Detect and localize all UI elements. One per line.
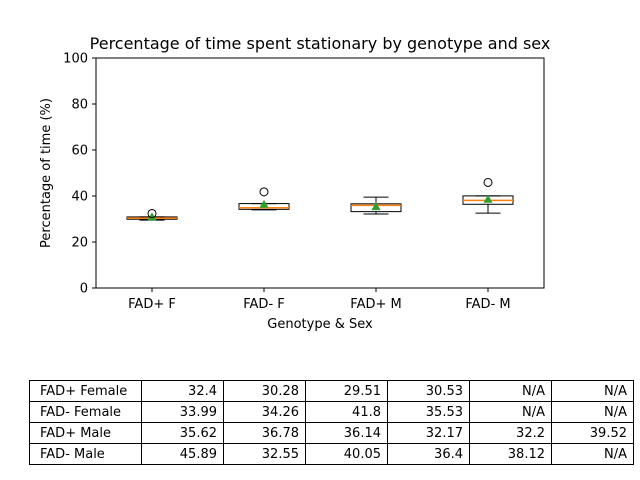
table-cell: N/A: [469, 380, 552, 402]
x-axis: FAD+ F FAD- F FAD+ M FAD- M: [128, 288, 511, 312]
y-tick-label: 0: [80, 282, 88, 297]
table-cell: N/A: [469, 401, 552, 423]
box-series: [126, 177, 514, 221]
box-2: [238, 187, 290, 211]
table-cell: 35.62: [141, 422, 224, 444]
table-row: FAD+ Male 35.62 36.78 36.14 32.17 32.2 39.52: [29, 422, 634, 444]
table-cell: 30.53: [387, 380, 470, 402]
table-row: FAD- Female 33.99 34.26 41.8 35.53 N/A N/A: [29, 401, 634, 423]
row-label: FAD- Male: [29, 443, 142, 465]
table-row: FAD- Male 45.89 32.55 40.05 36.4 38.12 N/A: [29, 443, 634, 465]
table-cell: 32.2: [469, 422, 552, 444]
row-label: FAD- Female: [29, 401, 142, 423]
table-cell: 39.52: [551, 422, 634, 444]
table-cell: 32.4: [141, 380, 224, 402]
table-cell: N/A: [551, 401, 634, 423]
table-cell: N/A: [551, 380, 634, 402]
y-tick-label: 20: [71, 236, 88, 251]
table-cell: N/A: [551, 443, 634, 465]
table-cell: 35.53: [387, 401, 470, 423]
mean-marker: [259, 199, 269, 208]
table-cell: 33.99: [141, 401, 224, 423]
row-label: FAD+ Male: [29, 422, 142, 444]
table-cell: 32.55: [223, 443, 306, 465]
outlier-point: [259, 187, 269, 197]
mean-marker: [371, 202, 381, 211]
table-cell: 32.17: [387, 422, 470, 444]
y-axis-label: Percentage of time (%): [39, 98, 54, 248]
outlier-point: [147, 208, 157, 218]
x-tick-label: FAD- M: [465, 297, 510, 312]
mean-marker: [147, 212, 157, 221]
y-tick-label: 100: [63, 52, 88, 67]
table-cell: 29.51: [305, 380, 388, 402]
box-plot-chart: Percentage of time spent stationary by g…: [39, 34, 551, 332]
mean-marker: [483, 194, 493, 203]
table-cell: 40.05: [305, 443, 388, 465]
plot-area: [95, 57, 545, 289]
table-cell: 34.26: [223, 401, 306, 423]
table-cell: 41.8: [305, 401, 388, 423]
y-axis: 0 20 40 60 80 100: [63, 52, 96, 297]
x-tick-label: FAD+ F: [128, 297, 176, 312]
table-cell: 36.78: [223, 422, 306, 444]
table-row: FAD+ Female 32.4 30.28 29.51 30.53 N/A N/A: [29, 380, 634, 402]
outlier-point: [483, 177, 493, 187]
box-4: [462, 177, 514, 214]
table-cell: 36.4: [387, 443, 470, 465]
box-3: [350, 196, 402, 215]
box-1: [126, 208, 178, 221]
table-cell: 30.28: [223, 380, 306, 402]
x-axis-label: Genotype & Sex: [267, 317, 373, 332]
table-cell: 45.89: [141, 443, 224, 465]
x-tick-label: FAD- F: [243, 297, 285, 312]
x-tick-label: FAD+ M: [350, 297, 401, 312]
y-tick-label: 80: [71, 98, 88, 113]
chart-title: Percentage of time spent stationary by g…: [90, 34, 551, 53]
y-tick-label: 40: [71, 190, 88, 205]
data-table: FAD+ Female 32.4 30.28 29.51 30.53 N/A N/A FAD-…: [29, 380, 634, 465]
y-tick-label: 60: [71, 144, 88, 159]
row-label: FAD+ Female: [29, 380, 142, 402]
table-cell: 36.14: [305, 422, 388, 444]
table-cell: 38.12: [469, 443, 552, 465]
